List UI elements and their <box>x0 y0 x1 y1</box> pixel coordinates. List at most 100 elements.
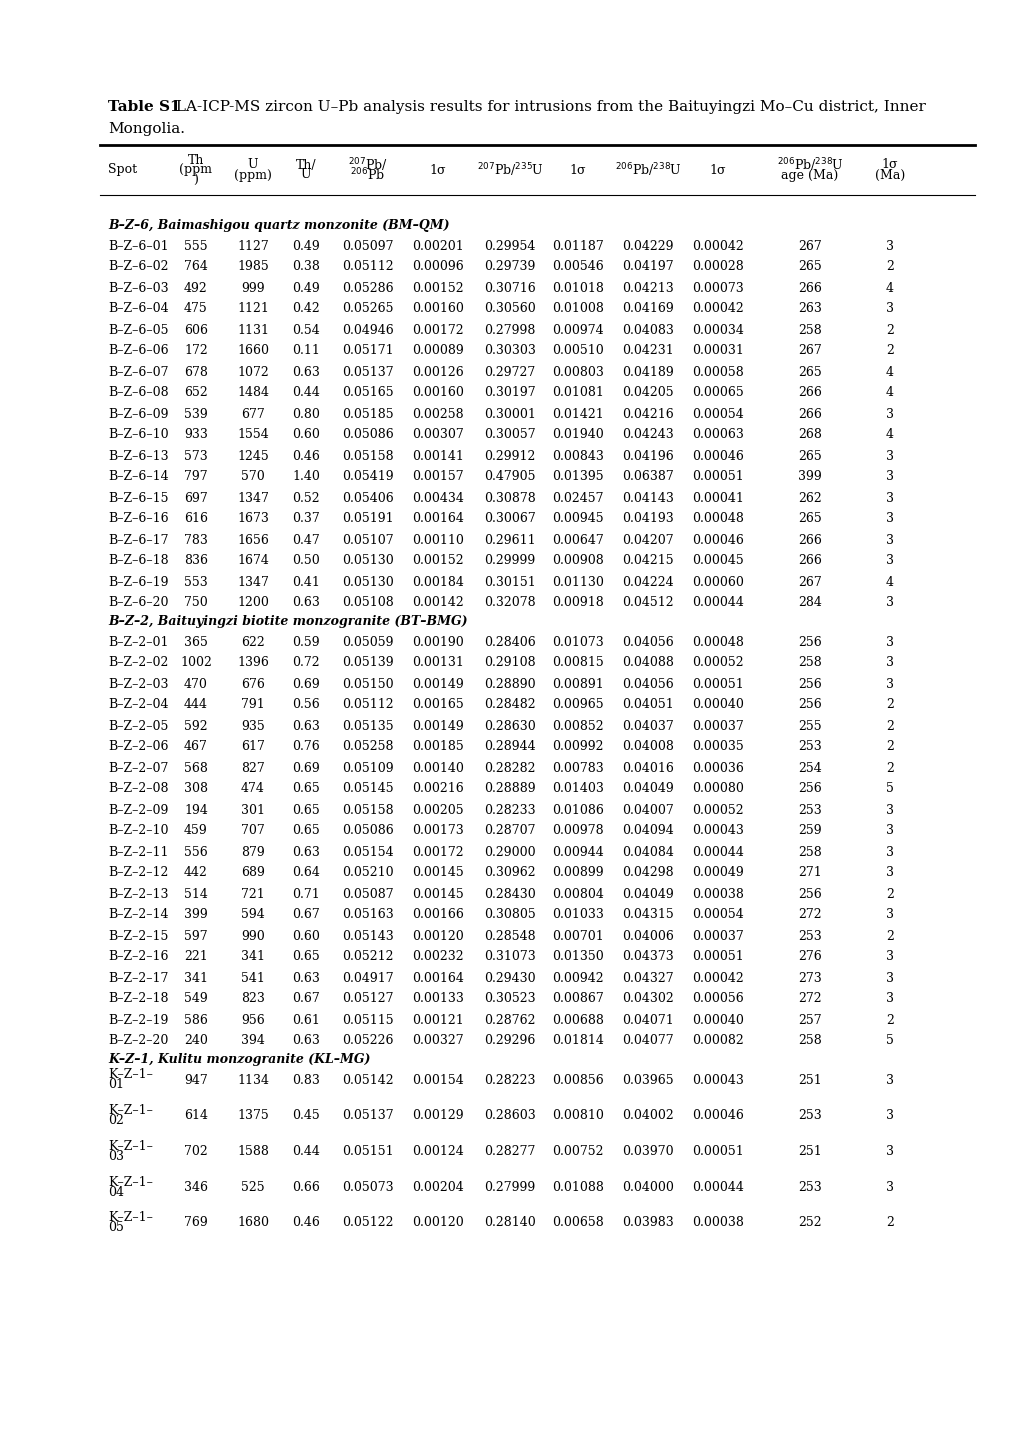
Text: 0.04143: 0.04143 <box>622 492 674 505</box>
Text: 0.04215: 0.04215 <box>622 554 674 567</box>
Text: 0.00080: 0.00080 <box>691 782 743 795</box>
Text: 0.00867: 0.00867 <box>551 993 603 1006</box>
Text: 271: 271 <box>797 866 821 879</box>
Text: 0.05130: 0.05130 <box>341 576 393 589</box>
Text: 0.05185: 0.05185 <box>341 407 393 420</box>
Text: 3: 3 <box>886 492 893 505</box>
Text: 3: 3 <box>886 1074 893 1087</box>
Text: 0.01018: 0.01018 <box>551 281 603 294</box>
Text: 570: 570 <box>240 470 265 483</box>
Text: 999: 999 <box>240 281 265 294</box>
Text: 0.00992: 0.00992 <box>551 740 603 753</box>
Text: 676: 676 <box>240 678 265 691</box>
Text: 0.00688: 0.00688 <box>551 1013 603 1026</box>
Text: 0.05286: 0.05286 <box>341 281 393 294</box>
Text: 308: 308 <box>183 782 208 795</box>
Text: 341: 341 <box>240 951 265 964</box>
Text: 2: 2 <box>886 1216 893 1229</box>
Text: 0.00908: 0.00908 <box>551 554 603 567</box>
Text: 0.30560: 0.30560 <box>484 303 535 316</box>
Text: 539: 539 <box>184 407 208 420</box>
Text: 541: 541 <box>240 971 265 984</box>
Text: 0.00140: 0.00140 <box>412 762 464 775</box>
Text: B–Z–2–04: B–Z–2–04 <box>108 698 168 711</box>
Text: 2: 2 <box>886 929 893 942</box>
Text: 0.28277: 0.28277 <box>484 1144 535 1157</box>
Text: 2: 2 <box>886 720 893 733</box>
Text: 0.00978: 0.00978 <box>551 824 603 837</box>
Text: 0.00052: 0.00052 <box>692 657 743 670</box>
Text: 0.05142: 0.05142 <box>341 1074 393 1087</box>
Text: B–Z–6–20: B–Z–6–20 <box>108 596 168 609</box>
Text: 797: 797 <box>184 470 208 483</box>
Text: 256: 256 <box>797 678 821 691</box>
Text: 0.00510: 0.00510 <box>551 345 603 358</box>
Text: 0.04512: 0.04512 <box>622 596 674 609</box>
Text: 702: 702 <box>184 1144 208 1157</box>
Text: 0.49: 0.49 <box>291 281 320 294</box>
Text: 0.04002: 0.04002 <box>622 1110 674 1123</box>
Text: 0.00037: 0.00037 <box>692 929 743 942</box>
Text: 0.37: 0.37 <box>291 512 320 525</box>
Text: 0.04169: 0.04169 <box>622 303 674 316</box>
Text: ): ) <box>194 173 199 186</box>
Text: 0.00546: 0.00546 <box>551 261 603 274</box>
Text: 0.05191: 0.05191 <box>341 512 393 525</box>
Text: 0.65: 0.65 <box>291 951 320 964</box>
Text: 622: 622 <box>240 635 265 648</box>
Text: 1347: 1347 <box>236 492 269 505</box>
Text: 0.04207: 0.04207 <box>622 534 674 547</box>
Text: 0.00051: 0.00051 <box>692 470 743 483</box>
Text: 252: 252 <box>798 1216 821 1229</box>
Text: 0.00089: 0.00089 <box>412 345 464 358</box>
Text: 0.00942: 0.00942 <box>551 971 603 984</box>
Text: (ppm): (ppm) <box>233 169 272 182</box>
Text: 0.00035: 0.00035 <box>692 740 743 753</box>
Text: 0.00040: 0.00040 <box>691 698 743 711</box>
Text: 0.29739: 0.29739 <box>484 261 535 274</box>
Text: 0.05130: 0.05130 <box>341 554 393 567</box>
Text: 0.00044: 0.00044 <box>691 596 743 609</box>
Text: 0.28889: 0.28889 <box>484 782 535 795</box>
Text: 573: 573 <box>184 450 208 463</box>
Text: Table S1: Table S1 <box>108 100 180 114</box>
Text: B–Z–2–14: B–Z–2–14 <box>108 909 168 922</box>
Text: 266: 266 <box>797 407 821 420</box>
Text: B–Z–6, Baimashigou quartz monzonite (BM–QM): B–Z–6, Baimashigou quartz monzonite (BM–… <box>108 218 449 231</box>
Text: B–Z–2, Baituyingzi biotite monzogranite (BT–BMG): B–Z–2, Baituyingzi biotite monzogranite … <box>108 615 467 628</box>
Text: 2: 2 <box>886 698 893 711</box>
Text: $^{206}$Pb: $^{206}$Pb <box>351 167 385 183</box>
Text: 514: 514 <box>183 887 208 900</box>
Text: 0.00042: 0.00042 <box>692 240 743 253</box>
Text: 265: 265 <box>797 450 821 463</box>
Text: 0.01421: 0.01421 <box>551 407 603 420</box>
Text: 2: 2 <box>886 323 893 336</box>
Text: 4: 4 <box>886 281 893 294</box>
Text: 0.42: 0.42 <box>291 303 320 316</box>
Text: 0.00204: 0.00204 <box>412 1180 464 1193</box>
Text: 0.00038: 0.00038 <box>691 887 743 900</box>
Text: 0.00149: 0.00149 <box>412 720 464 733</box>
Text: 827: 827 <box>240 762 265 775</box>
Text: 0.71: 0.71 <box>291 887 320 900</box>
Text: 0.00126: 0.00126 <box>412 365 464 378</box>
Text: 0.00815: 0.00815 <box>551 657 603 670</box>
Text: 0.04315: 0.04315 <box>622 909 674 922</box>
Text: 0.01073: 0.01073 <box>551 635 603 648</box>
Text: B–Z–6–05: B–Z–6–05 <box>108 323 168 336</box>
Text: 586: 586 <box>183 1013 208 1026</box>
Text: 0.05143: 0.05143 <box>341 929 393 942</box>
Text: 0.04094: 0.04094 <box>622 824 674 837</box>
Text: 0.04051: 0.04051 <box>622 698 674 711</box>
Text: 0.00152: 0.00152 <box>412 281 464 294</box>
Text: 0.65: 0.65 <box>291 782 320 795</box>
Text: 0.65: 0.65 <box>291 824 320 837</box>
Text: 474: 474 <box>240 782 265 795</box>
Text: 1588: 1588 <box>236 1144 269 1157</box>
Text: 0.04077: 0.04077 <box>622 1035 674 1048</box>
Text: K–Z–1–: K–Z–1– <box>108 1176 153 1189</box>
Text: 0.05135: 0.05135 <box>341 720 393 733</box>
Text: 3: 3 <box>886 554 893 567</box>
Text: 1680: 1680 <box>236 1216 269 1229</box>
Text: U: U <box>301 169 311 182</box>
